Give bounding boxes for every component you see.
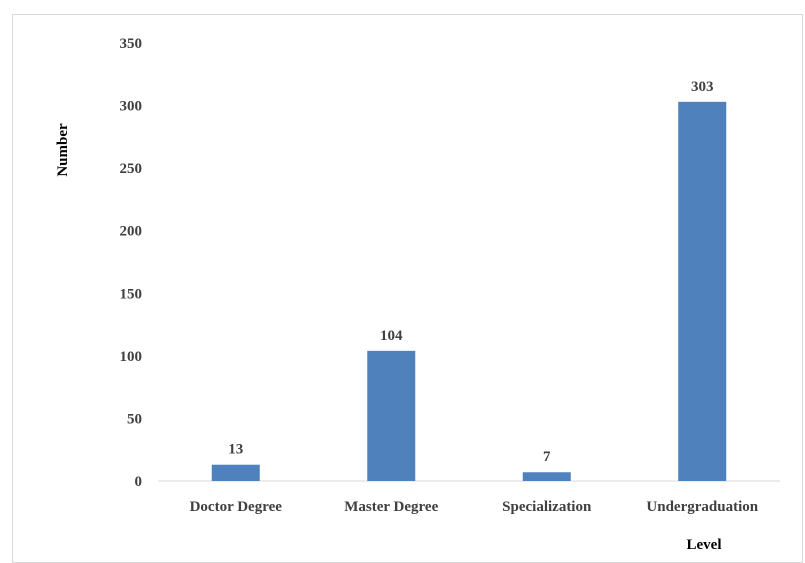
- data-labels: 13 104 7 303: [228, 79, 713, 465]
- category-label: Undergraduation: [646, 499, 758, 515]
- y-tick-label: 50: [127, 411, 142, 427]
- x-axis-title: Level: [687, 537, 722, 553]
- bar: [367, 350, 416, 481]
- category-label: Specialization: [502, 499, 592, 515]
- category-labels: Doctor Degree Master Degree Specialization…: [190, 499, 759, 515]
- y-tick-label: 300: [120, 99, 143, 115]
- y-tick-label: 250: [120, 161, 143, 177]
- y-tick-label: 0: [135, 474, 143, 490]
- y-tick-label: 350: [120, 36, 143, 52]
- y-tick-label: 150: [120, 286, 143, 302]
- y-tick-label: 100: [120, 349, 143, 365]
- data-label: 13: [228, 442, 243, 458]
- data-label: 303: [691, 79, 714, 95]
- bar: [678, 101, 727, 482]
- y-axis-ticks: 0 50 100 150 200 250 300 350: [120, 36, 143, 490]
- y-tick-label: 200: [120, 224, 143, 240]
- bar: [522, 472, 571, 481]
- category-label: Doctor Degree: [190, 499, 283, 515]
- bar: [211, 464, 260, 481]
- data-label: 7: [543, 449, 551, 465]
- y-axis-title: Number: [55, 123, 71, 177]
- data-label: 104: [380, 328, 403, 344]
- bars: [211, 101, 727, 482]
- category-label: Master Degree: [344, 499, 438, 515]
